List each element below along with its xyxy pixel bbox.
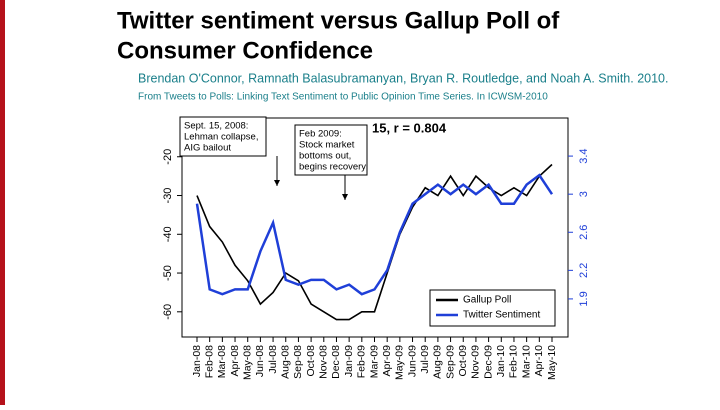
x-tick-label: Aug-09	[432, 345, 444, 379]
slide-title: Twitter sentiment versus Gallup Poll of	[117, 7, 560, 34]
y2-tick-label: 2.6	[578, 225, 590, 240]
annotation-text: 15, r = 0.804	[372, 120, 447, 135]
y2-tick-label: 3.4	[578, 148, 590, 163]
x-tick-label: Nov-08	[318, 345, 330, 379]
y2-tick-label: 2.2	[578, 263, 590, 278]
x-tick-label: Apr-08	[229, 345, 241, 377]
x-tick-label: Oct-09	[457, 345, 469, 377]
x-tick-label: Mar-09	[368, 345, 380, 378]
y-tick-label: -40	[162, 226, 174, 242]
annotation-arrowhead	[274, 180, 280, 186]
annotation-text: Feb 2009:	[299, 129, 342, 140]
x-tick-label: Sep-09	[444, 345, 456, 379]
annotation-text: Lehman collapse,	[184, 132, 258, 143]
x-tick-label: May-08	[241, 345, 253, 380]
x-tick-label: Jan-08	[191, 345, 203, 377]
x-tick-label: Aug-08	[280, 345, 292, 379]
x-tick-label: Jun-09	[406, 345, 418, 377]
x-tick-label: Jul-09	[419, 345, 431, 374]
y-tick-label: -60	[162, 304, 174, 320]
x-tick-label: Jan-09	[343, 345, 355, 377]
annotation-text: AIG bailout	[184, 143, 231, 154]
annotation-box	[294, 124, 368, 176]
x-tick-label: Jul-08	[267, 345, 279, 374]
x-tick-label: Dec-09	[482, 345, 494, 379]
legend-label: Twitter Sentiment	[463, 310, 540, 321]
authors: Brendan O'Connor, Ramnath Balasubramanya…	[138, 71, 668, 85]
x-tick-label: Dec-08	[330, 345, 342, 379]
x-tick-label: Feb-09	[356, 345, 368, 378]
x-tick-label: Feb-10	[508, 345, 520, 378]
y2-tick-label: 1.9	[578, 291, 590, 306]
x-tick-label: Jan-10	[495, 345, 507, 377]
annotation-text: Sept. 15, 2008:	[184, 121, 248, 132]
annotation-box	[179, 116, 267, 157]
slide-accent-bar	[0, 0, 5, 405]
x-tick-label: Feb-08	[203, 345, 215, 378]
x-tick-label: Nov-09	[470, 345, 482, 379]
series-line	[195, 173, 554, 296]
x-tick-label: Apr-10	[533, 345, 545, 377]
slide-title: Consumer Confidence	[117, 37, 373, 64]
y-tick-label: -20	[162, 149, 174, 165]
x-tick-label: Oct-08	[305, 345, 317, 377]
x-tick-label: Mar-10	[520, 345, 532, 378]
y-tick-label: -30	[162, 188, 174, 204]
x-tick-label: Sep-08	[292, 345, 304, 379]
annotation-text: Stock market	[299, 140, 355, 151]
x-tick-label: Apr-09	[381, 345, 393, 377]
x-tick-label: May-10	[546, 345, 558, 380]
annotation-arrowhead	[342, 194, 348, 200]
x-tick-label: Mar-08	[216, 345, 228, 378]
citation: From Tweets to Polls: Linking Text Senti…	[138, 92, 548, 103]
annotation-text: bottoms out,	[299, 151, 351, 162]
legend-box	[429, 289, 556, 327]
y-tick-label: -50	[162, 265, 174, 281]
annotation-text: begins recovery	[299, 162, 366, 173]
legend-label: Gallup Poll	[463, 295, 511, 306]
y2-tick-label: 3	[578, 191, 590, 197]
x-tick-label: May-09	[394, 345, 406, 380]
x-tick-label: Jun-08	[254, 345, 266, 377]
